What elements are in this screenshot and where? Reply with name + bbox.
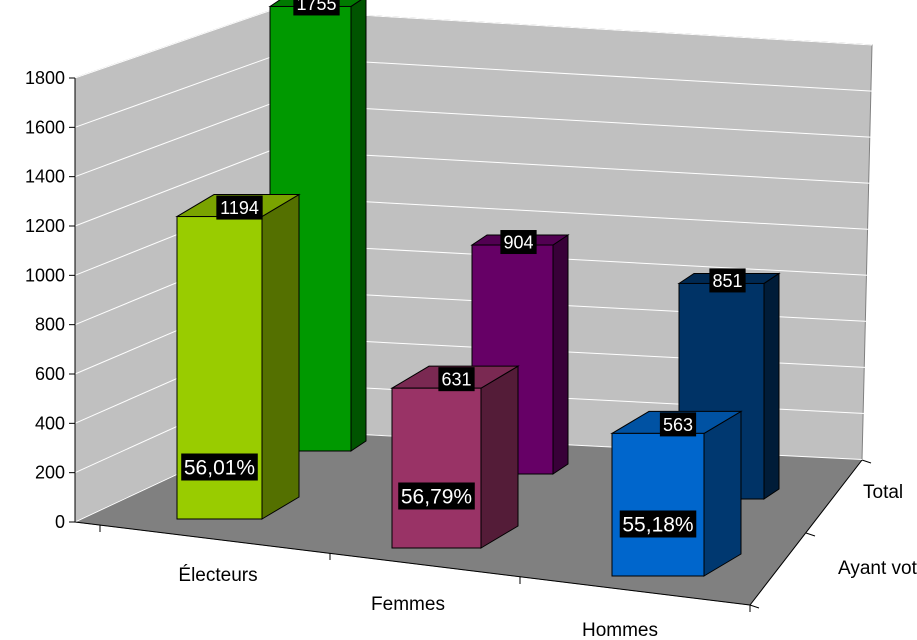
data-label-ayant-vote-bg bbox=[438, 367, 475, 392]
percent-label-bg bbox=[398, 482, 475, 510]
data-label-ayant-vote: 1194 bbox=[216, 195, 263, 220]
bar-total-side bbox=[552, 234, 569, 475]
gridline-back bbox=[271, 149, 873, 184]
depth-category-label: Ayant voté bbox=[838, 558, 917, 579]
data-label-total-bg bbox=[709, 268, 746, 293]
data-label-total: 904 bbox=[500, 230, 537, 255]
depth-category-label: Total bbox=[863, 482, 903, 503]
data-label-total-bg bbox=[500, 230, 537, 255]
percent-label-bg bbox=[181, 453, 258, 481]
bar-total-side bbox=[763, 272, 780, 500]
percent-label: 56,79% bbox=[398, 482, 475, 510]
gridline-back bbox=[271, 102, 873, 138]
data-label-ayant-vote-bg bbox=[216, 195, 263, 220]
percent-label: 55,18% bbox=[619, 510, 697, 538]
y-tick-label: 0 bbox=[55, 512, 65, 532]
gridline-back bbox=[271, 196, 873, 230]
gridline-back bbox=[271, 242, 873, 277]
y-tick-label: 600 bbox=[35, 364, 65, 384]
data-label-total-text: 851 bbox=[712, 271, 742, 291]
y-tick-label: 400 bbox=[35, 413, 65, 433]
depth-axis-line bbox=[749, 459, 863, 606]
y-tick-label: 800 bbox=[35, 315, 65, 335]
x-category-label: Femmes bbox=[371, 594, 445, 615]
gridline-side bbox=[74, 102, 273, 178]
depth-tick-mark bbox=[861, 459, 872, 464]
bar-ayant-vote bbox=[391, 387, 482, 549]
gridline-back bbox=[271, 56, 873, 92]
bar-ayant-vote-side bbox=[480, 365, 519, 549]
bar-ayant-vote-side bbox=[703, 410, 742, 577]
y-tick-label: 1200 bbox=[25, 216, 65, 236]
percent-label-bg bbox=[619, 510, 697, 538]
percent-label-text: 55,18% bbox=[622, 514, 693, 537]
gridline-back bbox=[271, 9, 873, 46]
y-tick-label: 1000 bbox=[25, 265, 65, 285]
data-label-total-text: 1755 bbox=[296, 0, 336, 14]
data-label-ayant-vote-text: 631 bbox=[441, 370, 471, 390]
x-axis-line bbox=[74, 521, 751, 606]
percent-label: 56,01% bbox=[181, 453, 258, 481]
gridline-side bbox=[74, 149, 273, 227]
percent-label-text: 56,79% bbox=[401, 486, 472, 509]
gridline-side bbox=[74, 9, 273, 79]
depth-tick-mark bbox=[805, 532, 816, 537]
data-label-ayant-vote-text: 563 bbox=[663, 415, 693, 435]
data-labels: 1755 904 851 1194 56,01% 631 56,79% 563 55,18% bbox=[181, 0, 746, 538]
data-label-ayant-vote-text: 1194 bbox=[220, 198, 259, 218]
bar-ayant-vote bbox=[611, 432, 705, 577]
percent-label-text: 56,01% bbox=[184, 457, 255, 480]
gridline-side bbox=[74, 56, 273, 128]
data-label-total-bg bbox=[293, 0, 340, 16]
data-label-total: 851 bbox=[709, 268, 746, 293]
bar-ayant-vote-side bbox=[261, 193, 300, 520]
data-label-total-text: 904 bbox=[503, 232, 533, 252]
x-category-label: Électeurs bbox=[178, 565, 257, 586]
x-category-label: Hommes bbox=[582, 620, 658, 640]
y-tick-label: 1400 bbox=[25, 167, 65, 187]
data-label-ayant-vote: 631 bbox=[438, 367, 475, 392]
data-label-ayant-vote-bg bbox=[659, 412, 697, 437]
y-tick-label: 1800 bbox=[25, 68, 65, 88]
y-tick-label: 1600 bbox=[25, 117, 65, 137]
data-label-total: 1755 bbox=[293, 0, 340, 16]
depth-tick-mark bbox=[749, 604, 760, 609]
bar-total-side bbox=[350, 0, 367, 452]
axes: 0 200 400 600 800 1000 1200 1400 1600 1800 Électeu… bbox=[25, 68, 917, 640]
y-tick-label: 200 bbox=[35, 463, 65, 483]
data-label-ayant-vote: 563 bbox=[659, 412, 697, 437]
